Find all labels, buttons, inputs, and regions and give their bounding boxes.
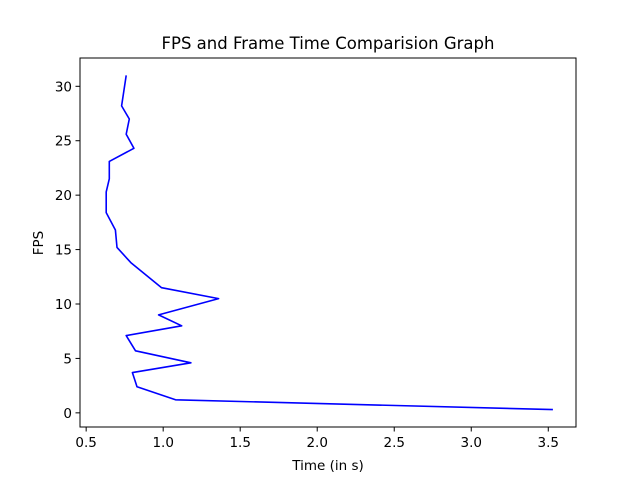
y-tick-label: 25 [55, 134, 72, 150]
x-tick-label: 2.0 [306, 435, 327, 451]
x-tick-label: 1.0 [152, 435, 173, 451]
plot-area: 0.5 1.0 1.5 2.0 2.5 3.0 3.5 0 5 10 15 20 25 30 [55, 57, 577, 451]
x-tick-label: 0.5 [75, 435, 96, 451]
series-line-0 [105, 75, 553, 411]
y-tick-label: 20 [55, 188, 72, 204]
chart-title: FPS and Frame Time Comparision Graph [162, 34, 495, 53]
x-axis-label: Time (in s) [291, 458, 364, 474]
y-tick-label: 15 [55, 243, 72, 259]
plot-frame [79, 57, 577, 428]
x-tick-label: 3.5 [538, 435, 559, 451]
x-tick-label: 1.5 [229, 435, 250, 451]
y-tick-label: 0 [63, 406, 72, 422]
x-tick-label: 2.5 [383, 435, 404, 451]
y-tick-label: 30 [55, 79, 72, 95]
x-tick-label: 3.0 [461, 435, 482, 451]
y-tick-label: 5 [63, 351, 72, 367]
y-axis-label: FPS [31, 231, 47, 255]
y-tick-label: 10 [55, 297, 72, 313]
